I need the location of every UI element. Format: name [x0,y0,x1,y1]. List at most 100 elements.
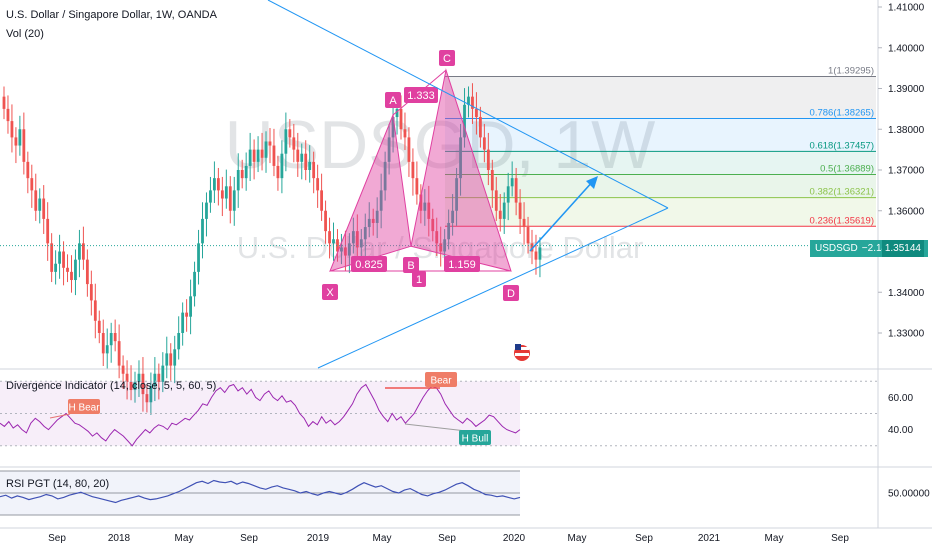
candle-body [367,218,371,228]
candle-body [344,247,347,256]
candle-body [70,271,73,281]
candle-body [490,170,494,191]
candle-body [514,178,518,203]
rsi-pane: 50.00000 [0,470,930,516]
candle-body [316,178,320,191]
candle-body [133,381,137,391]
time-tick-label: May [373,533,392,544]
candle-body [181,312,185,333]
candle-body [42,198,46,219]
osc-tick-label: 40.00 [888,425,913,436]
candle-body [97,320,101,333]
candle-body [280,153,284,179]
candle-body [284,129,288,154]
harmonic-pattern[interactable]: X A B C D 1 0.825 1.333 1.159 [322,50,519,301]
candle-body [264,141,268,158]
candle-body [38,198,42,211]
candle-body [371,218,375,223]
candle-body [201,218,204,244]
fib-zone [445,76,876,119]
candle-body [85,259,89,285]
ratio-label: 1.159 [448,259,476,271]
rsi-tick-label: 50.00000 [888,489,930,500]
candle-body [498,210,502,219]
price-tick-label: 1.36000 [888,206,925,217]
point-c-badge [439,50,455,66]
candle-body [459,137,462,179]
point-a-badge [385,92,401,108]
candle-body [209,190,212,203]
symbol-watermark: USDSGD, 1W U.S. Dollar / Singapore Dolla… [225,107,656,265]
candle-body [288,129,292,138]
candle-body [54,263,58,272]
candle-body [383,161,387,191]
candle-body [355,231,359,248]
candle-body [538,247,542,260]
time-axis[interactable]: Sep 2018 May Sep 2019 May Sep 2020 May Sep 2021 May… [48,533,849,544]
price-tag-symbol: USDSGD [815,243,858,254]
time-tick-label: May [175,533,194,544]
candle-body [213,178,216,191]
candle-body [93,300,97,321]
candle-body [320,190,323,211]
fib-level-label: 0.5(1.36889) [820,164,874,175]
candle-body [197,243,200,272]
candle-body [165,353,169,366]
hidden-bear-line [49,413,71,419]
candle-body [18,129,22,146]
candle-body [530,243,534,252]
price-tick-label: 1.38000 [888,125,925,136]
point-x-label: X [326,287,334,299]
ratio-badge [404,87,438,103]
candle-body [109,333,113,346]
candle-body [252,149,256,162]
candle-body [153,373,157,386]
time-tick-label: May [568,533,587,544]
us-flag-icon[interactable] [512,343,532,363]
candle-body [308,161,312,170]
point-d-badge [503,285,519,301]
trend-lines[interactable] [267,0,669,369]
fib-level-label: 0.786(1.38265) [810,107,874,118]
h-bear-badge [68,399,100,414]
candle-body [363,227,367,240]
watermark-symbol: USDSGD, 1W [225,107,656,183]
price-tag-change: −2.14% [861,243,896,254]
candle-body [216,178,220,191]
candle-body [30,178,34,191]
price-tick-label: 1.33000 [888,329,925,340]
candle-body [58,251,61,264]
candle-body [387,137,391,162]
candle-body [10,121,14,138]
candle-body [256,149,260,162]
projection-arrow-head [586,176,598,189]
candle-body [193,271,196,297]
candle-body [324,210,327,232]
fib-zone [445,151,876,175]
candle-body [292,137,296,150]
ratio-badge [351,256,387,272]
candle-body [526,227,530,244]
price-tag-value: 1.35144 [881,240,924,257]
candle-body [22,129,26,162]
candle-body [411,161,415,179]
candle-body [447,222,451,240]
candle-body [439,243,443,252]
fib-retracement[interactable]: 1(1.39295) 0.786(1.38265) 0.618(1.37457) 0.… [445,65,876,227]
candle-body [379,190,383,211]
candle-body [427,202,431,219]
candle-body [375,210,379,223]
time-tick-label: Sep [831,533,849,544]
candle-body [78,243,81,260]
point-b-badge [403,257,419,273]
candle-body [137,373,141,382]
divergence-indicator-legend: Divergence Indicator (14, close, 5, 5, 6… [6,380,217,392]
candle-body [220,190,224,199]
lower-trend-line [317,207,669,369]
osc-tick-label: 60.00 [888,393,913,404]
candle-body [46,218,50,244]
candle-body [145,394,149,403]
candle-body [399,108,403,130]
fib-zone [445,174,876,198]
